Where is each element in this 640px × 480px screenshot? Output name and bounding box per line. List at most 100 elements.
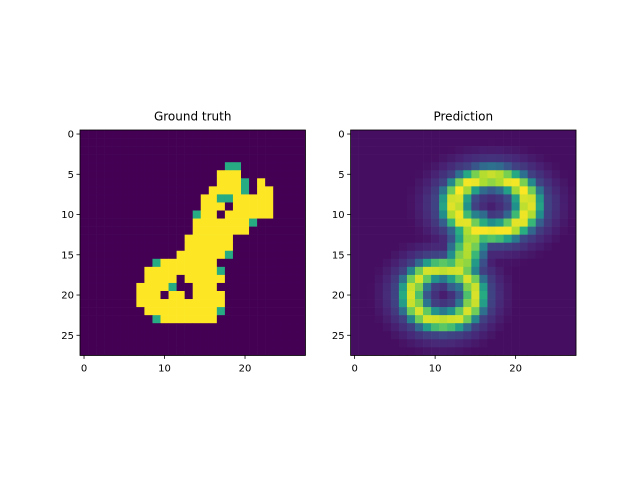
ground-truth-cell-r11-c27 [297,218,306,227]
ground-truth-cell-r11-c2 [96,218,105,227]
ground-truth-cell-r27-c16 [208,347,218,356]
ground-truth-cell-r7-c9 [152,186,161,195]
prediction-cell-r22-c17 [487,307,496,316]
prediction-cell-r13-c25 [551,234,561,243]
prediction-cell-r12-c21 [519,226,528,235]
ground-truth-cell-r17-c11 [168,266,177,276]
ground-truth-cell-r1-c8 [144,138,153,147]
ground-truth-cell-r23-c22 [257,315,266,324]
ground-truth-cell-r16-c7 [136,258,145,268]
ground-truth-cell-r27-c0 [80,347,89,356]
ground-truth-cell-r27-c6 [128,347,137,356]
prediction-cell-r15-c2 [366,250,376,260]
ground-truth-cell-r16-c15 [200,258,210,268]
ground-truth-cell-r6-c10 [160,178,169,187]
prediction-cell-r23-c2 [366,315,376,324]
ground-truth-y-tick-label-20: 20 [61,291,74,302]
ground-truth-cell-r1-c15 [200,138,210,147]
prediction-cell-r4-c19 [503,162,512,171]
prediction-cell-r14-c7 [406,242,416,252]
prediction-cell-r20-c4 [382,291,392,300]
ground-truth-cell-r12-c24 [273,226,282,235]
ground-truth-cell-r6-c9 [152,178,161,187]
ground-truth-cell-r3-c18 [224,154,234,163]
ground-truth-cell-r27-c2 [96,347,105,356]
ground-truth-cell-r4-c9 [152,162,161,171]
ground-truth-cell-r15-c26 [289,250,298,260]
ground-truth-cell-r23-c13 [184,315,193,324]
ground-truth-cell-r14-c3 [104,242,113,252]
ground-truth-cell-r26-c21 [249,339,258,348]
prediction-cell-r3-c6 [398,154,408,163]
prediction-cell-r15-c13 [455,250,464,260]
ground-truth-cell-r23-c19 [232,315,242,324]
prediction-cell-r23-c0 [350,315,359,324]
ground-truth-cell-r13-c15 [200,234,210,243]
ground-truth-cell-r6-c27 [297,178,306,187]
prediction-cell-r4-c23 [535,162,545,171]
ground-truth-cell-r17-c0 [80,266,89,276]
ground-truth-cell-r21-c16 [208,299,218,308]
prediction-cell-r17-c9 [423,266,432,276]
ground-truth-cell-r2-c2 [96,146,105,155]
ground-truth-cell-r3-c8 [144,154,153,163]
ground-truth-cell-r8-c6 [128,194,137,203]
ground-truth-cell-r5-c10 [160,170,169,179]
ground-truth-cell-r14-c2 [96,242,105,252]
ground-truth-cell-r23-c8 [144,315,153,324]
prediction-cell-r6-c8 [415,178,424,187]
ground-truth-cell-r13-c9 [152,234,161,243]
ground-truth-cell-r22-c15 [200,307,210,316]
prediction-cell-r5-c0 [350,170,359,179]
prediction-cell-r8-c1 [358,194,367,203]
prediction-cell-r6-c23 [535,178,545,187]
ground-truth-cell-r0-c5 [120,130,129,139]
ground-truth-cell-r9-c6 [128,202,137,211]
ground-truth-cell-r4-c16 [208,162,218,171]
prediction-cell-r26-c27 [567,339,577,348]
prediction-cell-r1-c15 [471,138,480,147]
ground-truth-cell-r12-c21 [249,226,258,235]
ground-truth-cell-r15-c3 [104,250,113,260]
prediction-cell-r15-c21 [519,250,528,260]
ground-truth-cell-r24-c8 [144,323,153,332]
ground-truth-cell-r7-c3 [104,186,113,195]
ground-truth-cell-r1-c19 [232,138,242,147]
ground-truth-cell-r17-c3 [104,266,113,276]
prediction-cell-r19-c1 [358,282,367,292]
ground-truth-cell-r12-c25 [281,226,290,235]
prediction-cell-r22-c24 [543,307,553,316]
ground-truth-cell-r9-c19 [232,202,242,211]
ground-truth-cell-r5-c6 [128,170,137,179]
ground-truth-cell-r14-c23 [265,242,274,252]
ground-truth-cell-r13-c27 [297,234,306,243]
ground-truth-cell-r18-c6 [128,274,137,284]
ground-truth-cell-r0-c9 [152,130,161,139]
prediction-cell-r13-c1 [358,234,367,243]
prediction-cell-r27-c21 [519,347,528,356]
ground-truth-cell-r10-c19 [232,210,242,219]
prediction-cell-r0-c11 [439,130,448,139]
ground-truth-cell-r23-c26 [289,315,298,324]
prediction-cell-r19-c10 [431,282,440,292]
ground-truth-cell-r24-c16 [208,323,218,332]
ground-truth-cell-r18-c20 [241,274,250,284]
ground-truth-cell-r26-c4 [112,339,121,348]
ground-truth-cell-r24-c14 [192,323,202,332]
prediction-cell-r27-c12 [447,347,456,356]
prediction-cell-r17-c25 [551,266,561,276]
prediction-cell-r5-c24 [543,170,553,179]
ground-truth-cell-r11-c16 [208,218,218,227]
ground-truth-cell-r16-c11 [168,258,177,268]
prediction-cell-r8-c4 [382,194,392,203]
prediction-cell-r16-c10 [431,258,440,268]
ground-truth-cell-r11-c22 [257,218,266,227]
ground-truth-cell-r9-c1 [88,202,97,211]
ground-truth-cell-r21-c25 [281,299,290,308]
prediction-cell-r22-c25 [551,307,561,316]
ground-truth-cell-r24-c27 [297,323,306,332]
ground-truth-cell-r9-c26 [289,202,298,211]
ground-truth-cell-r26-c26 [289,339,298,348]
ground-truth-cell-r7-c18 [224,186,234,195]
ground-truth-cell-r0-c19 [232,130,242,139]
